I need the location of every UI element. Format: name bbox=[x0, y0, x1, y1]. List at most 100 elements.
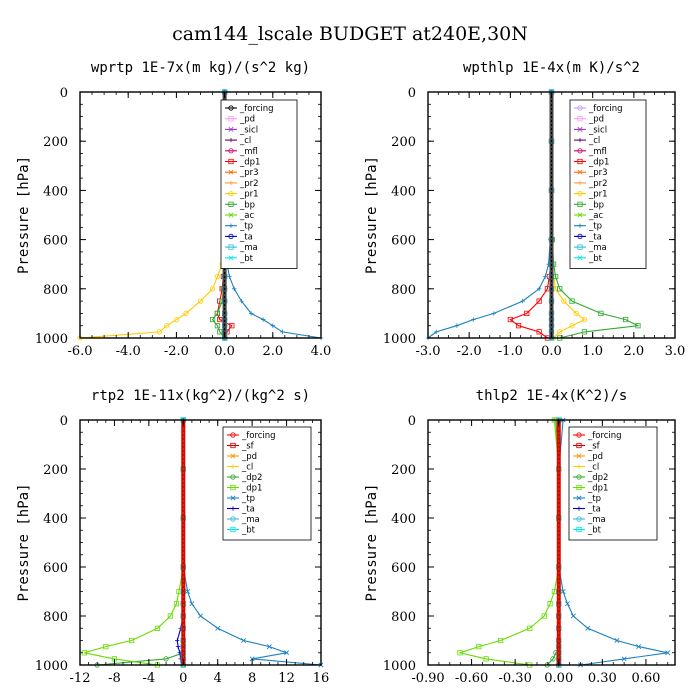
panel-3-legend-label-ta: _ta bbox=[241, 505, 255, 515]
panel-3-point-dp1 bbox=[129, 637, 135, 644]
panel-3-point-tp bbox=[249, 656, 255, 662]
panel-4-legend-label-bt: _bt bbox=[587, 526, 602, 536]
panel-4-legend-marker-dp1 bbox=[576, 484, 582, 491]
panel-3-legend-marker-ta bbox=[230, 506, 236, 511]
panel-2-xtick-label: 1.0 bbox=[582, 344, 603, 359]
panel-1-point-pr1 bbox=[183, 310, 189, 316]
panel-2-point-tp bbox=[543, 274, 548, 279]
panel-1-xtick-label: -6.0 bbox=[67, 344, 92, 359]
panel-4-legend-marker-pd bbox=[576, 453, 582, 459]
panel-1-ytick-label: 1000 bbox=[35, 332, 68, 347]
panel-4-point-dp1 bbox=[547, 601, 553, 607]
panel-3-series-dp2 bbox=[97, 420, 184, 666]
panel-2-legend-label-pr1: _pr1 bbox=[588, 190, 608, 200]
panel-1-legend-label-tp: _tp bbox=[239, 222, 253, 232]
panel-4-point-dp1 bbox=[483, 656, 489, 662]
panel-1-legend-label-pd: _pd bbox=[239, 115, 255, 125]
panel-2-point-dp1 bbox=[536, 298, 542, 304]
panel-1-point-pr1 bbox=[156, 329, 163, 335]
panel-3-legend-label-cl: _cl bbox=[241, 463, 253, 473]
panel-3-legend-label-bt: _bt bbox=[241, 526, 256, 536]
panel-4-xtick-label: 0.00 bbox=[544, 671, 573, 686]
panel-1-point-pr1 bbox=[209, 286, 216, 292]
panel-4-point-dp1 bbox=[541, 613, 547, 619]
panel-2-ytick-label: 600 bbox=[391, 234, 416, 249]
panel-2-legend-marker-sicl bbox=[577, 126, 583, 132]
panel-2-point-bp bbox=[598, 310, 604, 317]
panel-3-xtick-label: 8 bbox=[248, 671, 256, 686]
panel-3-xtick-label: 4 bbox=[214, 671, 222, 686]
panel-4-legend-label-dp1: _dp1 bbox=[587, 484, 608, 494]
panel-4-legend-marker-bt bbox=[576, 526, 582, 533]
panel-2-legend-marker-pr1 bbox=[577, 191, 583, 197]
panel-1-legend-marker-pd bbox=[228, 116, 234, 122]
panel-3-point-dp1 bbox=[154, 625, 161, 631]
panel-1-legend-marker-forcing bbox=[228, 105, 234, 111]
panel-1-point-pr1 bbox=[214, 273, 220, 280]
panel-4-ytick-label: 0 bbox=[408, 414, 416, 429]
panel-4-legend-marker-tp bbox=[576, 495, 582, 501]
panel-2-point-bp bbox=[557, 286, 563, 292]
panel-3-point-tp bbox=[185, 589, 191, 594]
panel-2-ylabel: Pressure [hPa] bbox=[364, 156, 380, 274]
panel-4-point-dp2 bbox=[550, 656, 556, 662]
panel-3-ytick-label: 400 bbox=[43, 512, 68, 527]
panel-3-point-ta bbox=[175, 638, 180, 643]
panel-2-legend-label-dp1: _dp1 bbox=[588, 158, 609, 168]
panel-4-ytick-label: 400 bbox=[391, 512, 416, 527]
panel-3-point-tp bbox=[198, 613, 203, 619]
panel-2-legend-marker-cl bbox=[577, 137, 583, 143]
panel-1-ytick-label: 800 bbox=[43, 283, 68, 298]
panel-2-legend-marker-dp1 bbox=[577, 158, 583, 165]
panel-1-point-tp bbox=[227, 274, 232, 279]
panel-1-point-tp bbox=[239, 298, 244, 304]
panel-1-point-tp bbox=[248, 311, 254, 316]
panel-2-point-dp1 bbox=[507, 316, 513, 323]
panel-2-point-tp bbox=[520, 298, 525, 304]
panel-3-point-dp1 bbox=[173, 601, 179, 607]
panel-2-point-bp bbox=[635, 323, 641, 329]
panel-3-ytick-label: 0 bbox=[60, 414, 68, 429]
panel-4-point-dp1 bbox=[476, 644, 482, 650]
panel-1-point-pr1 bbox=[197, 298, 204, 304]
panel-4-ytick-label: 600 bbox=[391, 561, 416, 576]
panel-3-point-ta bbox=[175, 644, 181, 649]
panel-3-xtick-label: -12 bbox=[70, 671, 91, 686]
panel-4-legend-box bbox=[568, 426, 658, 541]
panel-3-xtick-label: 12 bbox=[278, 671, 295, 686]
panel-4-xtick-label: -0.60 bbox=[455, 671, 488, 686]
panel-1-ylabel: Pressure [hPa] bbox=[16, 156, 32, 274]
panel-3-point-tp bbox=[266, 644, 272, 650]
panel-1-legend-label-pr3: _pr3 bbox=[239, 168, 259, 178]
panel-3-point-tp bbox=[215, 625, 221, 631]
panel-3-ylabel: Pressure [hPa] bbox=[16, 483, 32, 601]
panel-3-ytick-label: 800 bbox=[43, 610, 68, 625]
panel-1-legend-marker-pr3 bbox=[228, 169, 234, 175]
panel-4-xtick-label: -0.30 bbox=[499, 671, 532, 686]
panel-4-legend-label-pd: _pd bbox=[587, 452, 603, 462]
panel-3-xtick-label: 0 bbox=[179, 671, 187, 686]
panel-1-legend-marker-tp bbox=[228, 223, 234, 228]
panel-2-point-tp bbox=[471, 317, 476, 322]
panel-2-legend-marker-pd bbox=[577, 116, 583, 122]
panel-2-legend-marker-ac bbox=[577, 212, 583, 218]
panel-4-legend-marker-sf bbox=[576, 442, 582, 449]
panel-1-xtick-label: 2.0 bbox=[262, 344, 283, 359]
panel-2-legend-marker-ta bbox=[577, 233, 583, 239]
panel-2-point-tp bbox=[491, 311, 497, 316]
panel-1-xtick-label: 0.0 bbox=[214, 344, 235, 359]
panel-3-point-tp bbox=[284, 650, 290, 656]
panel-3-legend-label-tp: _tp bbox=[241, 494, 255, 504]
panel-2-xtick-label: 0.0 bbox=[541, 344, 562, 359]
panel-3-ytick-label: 600 bbox=[43, 561, 68, 576]
panel-2-legend-label-bp: _bp bbox=[588, 200, 604, 210]
panel-1-legend-marker-pr2 bbox=[228, 180, 234, 186]
panel-2-legend-label-cl: _cl bbox=[588, 136, 600, 146]
panel-4-point-dp1 bbox=[498, 637, 504, 644]
panel-4-legend-marker-ma bbox=[576, 516, 582, 522]
panel-2-legend-label-ma: _ma bbox=[588, 243, 607, 253]
panel-2-ytick-label: 0 bbox=[408, 86, 416, 101]
panel-3-legend-label-forcing: _forcing bbox=[241, 431, 276, 441]
panel-4-legend-label-sf: _sf bbox=[587, 442, 601, 452]
panel-3-xtick-label: -8 bbox=[108, 671, 121, 686]
